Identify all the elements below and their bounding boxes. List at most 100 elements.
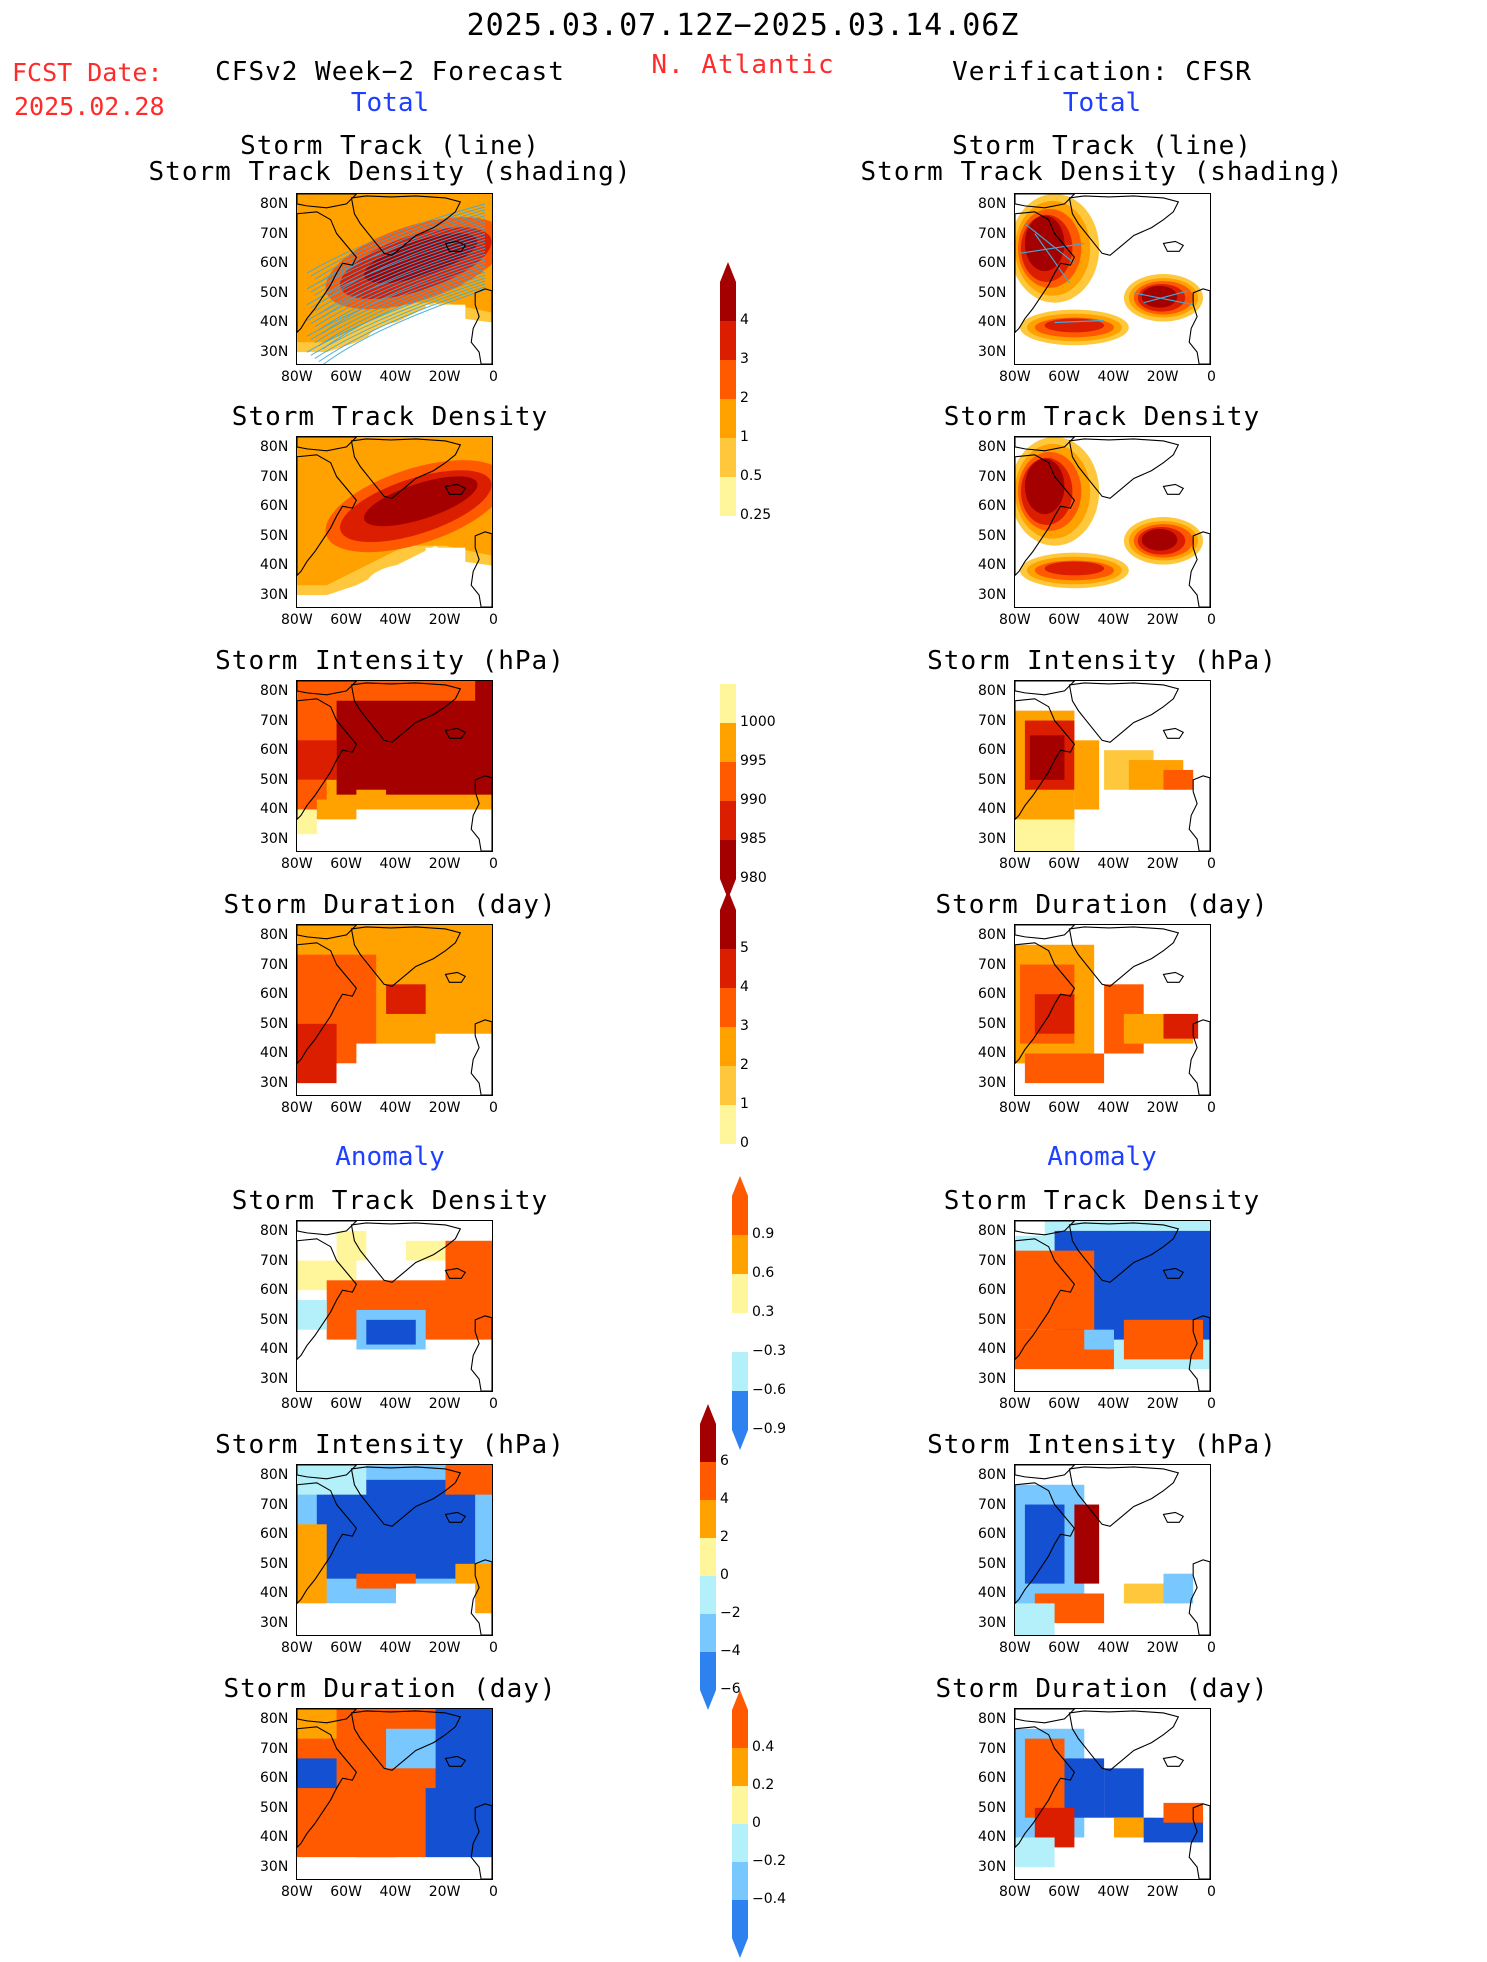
colorbar-label: 0 bbox=[752, 1815, 761, 1831]
panel-title: Storm Duration (day) bbox=[223, 890, 557, 920]
lat-tick-label: 30N bbox=[260, 1074, 289, 1091]
lat-tick-label: 70N bbox=[978, 1496, 1007, 1513]
lat-tick-label: 30N bbox=[978, 1858, 1007, 1875]
lon-tick-label: 60W bbox=[330, 369, 362, 385]
lat-tick-label: 40N bbox=[260, 557, 289, 573]
lat-tick-label: 80N bbox=[978, 1711, 1007, 1727]
lon-tick-label: 20W bbox=[428, 1884, 461, 1900]
panel-title: Storm Intensity (hPa) bbox=[927, 1430, 1277, 1460]
lon-tick-label: 40W bbox=[379, 1884, 412, 1900]
lon-tick-label: 0 bbox=[489, 1884, 498, 1900]
lat-tick-label: 40N bbox=[260, 1045, 289, 1061]
colorbar-label: 1 bbox=[740, 429, 749, 445]
colorbar-label: 2 bbox=[740, 390, 749, 406]
colorbar-label: 1 bbox=[740, 1096, 749, 1112]
lon-tick-label: 80W bbox=[281, 1640, 313, 1656]
lat-tick-label: 50N bbox=[260, 1311, 289, 1328]
map-ver-anom-intensity bbox=[1014, 1464, 1211, 1636]
lat-tick-label: 30N bbox=[978, 343, 1007, 360]
lat-tick-label: 30N bbox=[260, 1370, 289, 1387]
lat-tick-label: 70N bbox=[978, 225, 1007, 242]
lat-tick-label: 40N bbox=[260, 801, 289, 817]
lat-tick-label: 60N bbox=[978, 1282, 1007, 1298]
lat-tick-label: 80N bbox=[978, 439, 1007, 455]
lat-tick-label: 50N bbox=[260, 771, 289, 788]
map-field bbox=[297, 925, 492, 1095]
lat-tick-label: 80N bbox=[260, 196, 289, 212]
lon-tick-label: 80W bbox=[281, 1100, 313, 1116]
total-label-left: Total bbox=[350, 88, 430, 118]
lon-tick-label: 80W bbox=[281, 856, 313, 872]
lat-tick-label: 40N bbox=[260, 1829, 289, 1845]
lat-tick-label: 70N bbox=[260, 468, 289, 485]
lon-tick-label: 60W bbox=[330, 856, 362, 872]
map-ver-anom-density bbox=[1014, 1220, 1211, 1392]
lon-tick-label: 80W bbox=[281, 612, 313, 628]
map-field bbox=[297, 194, 492, 364]
lat-tick-label: 60N bbox=[978, 1526, 1007, 1542]
lat-tick-label: 70N bbox=[260, 1252, 289, 1269]
lon-tick-label: 20W bbox=[428, 612, 461, 628]
map-field bbox=[1015, 1709, 1210, 1879]
colorbar-label: 3 bbox=[740, 351, 749, 367]
anomaly-label-right: Anomaly bbox=[1047, 1142, 1157, 1172]
lat-tick-label: 60N bbox=[260, 986, 289, 1002]
colorbar-label: 985 bbox=[740, 831, 767, 847]
lon-tick-label: 60W bbox=[1048, 1884, 1080, 1900]
lat-tick-label: 70N bbox=[260, 1740, 289, 1757]
colorbar-label: −0.3 bbox=[752, 1343, 786, 1359]
lon-tick-label: 60W bbox=[1048, 612, 1080, 628]
panel-title: Storm Track Density bbox=[231, 402, 549, 432]
panel-title: Storm Duration (day) bbox=[223, 1674, 557, 1704]
panel-title: Storm Track Density bbox=[943, 402, 1261, 432]
map-fcst-duration bbox=[296, 924, 493, 1096]
colorbar-label: 4 bbox=[720, 1491, 729, 1507]
colorbar-label: −0.4 bbox=[752, 1891, 786, 1907]
lon-tick-label: 60W bbox=[330, 612, 362, 628]
lon-tick-label: 0 bbox=[1207, 369, 1216, 385]
lat-tick-label: 70N bbox=[260, 225, 289, 242]
lat-tick-label: 70N bbox=[978, 1252, 1007, 1269]
lon-tick-label: 60W bbox=[330, 1884, 362, 1900]
lon-tick-label: 0 bbox=[1207, 1396, 1216, 1412]
lat-tick-label: 80N bbox=[978, 683, 1007, 699]
lon-tick-label: 40W bbox=[1097, 369, 1130, 385]
lon-tick-label: 20W bbox=[428, 369, 461, 385]
lat-tick-label: 50N bbox=[978, 771, 1007, 788]
lon-tick-label: 0 bbox=[1207, 1100, 1216, 1116]
lon-tick-label: 80W bbox=[281, 1396, 313, 1412]
lon-tick-label: 40W bbox=[1097, 856, 1130, 872]
colorbar-label: 4 bbox=[740, 312, 749, 328]
lat-tick-label: 70N bbox=[260, 712, 289, 729]
lon-tick-label: 40W bbox=[379, 1100, 412, 1116]
region-title: N. Atlantic bbox=[651, 50, 835, 80]
lat-tick-label: 60N bbox=[978, 498, 1007, 514]
lat-tick-label: 30N bbox=[260, 1858, 289, 1875]
verification-title: Verification: CFSR bbox=[952, 57, 1252, 87]
lon-tick-label: 80W bbox=[999, 1640, 1031, 1656]
map-field bbox=[1015, 194, 1210, 364]
lon-tick-label: 20W bbox=[428, 1640, 461, 1656]
colorbar-label: 2 bbox=[720, 1529, 729, 1545]
lat-tick-label: 50N bbox=[978, 1799, 1007, 1816]
lat-tick-label: 60N bbox=[260, 255, 289, 271]
colorbar-swatches bbox=[732, 1176, 748, 1450]
lat-tick-label: 60N bbox=[260, 1770, 289, 1786]
lon-tick-label: 60W bbox=[1048, 1640, 1080, 1656]
colorbar-label: −6 bbox=[720, 1681, 741, 1697]
lat-tick-label: 50N bbox=[978, 1555, 1007, 1572]
lat-tick-label: 40N bbox=[978, 1829, 1007, 1845]
lat-tick-label: 80N bbox=[978, 1223, 1007, 1239]
lat-tick-label: 70N bbox=[260, 956, 289, 973]
lon-tick-label: 80W bbox=[281, 1884, 313, 1900]
lon-tick-label: 60W bbox=[330, 1396, 362, 1412]
lat-tick-label: 50N bbox=[978, 284, 1007, 301]
map-field bbox=[1015, 437, 1210, 607]
colorbar-label: 0.6 bbox=[752, 1265, 775, 1281]
colorbar-label: 0 bbox=[720, 1567, 729, 1583]
lat-tick-label: 60N bbox=[978, 255, 1007, 271]
lon-tick-label: 40W bbox=[379, 612, 412, 628]
colorbar-label: −0.9 bbox=[752, 1421, 786, 1437]
lon-tick-label: 0 bbox=[1207, 856, 1216, 872]
lat-tick-label: 80N bbox=[260, 1711, 289, 1727]
